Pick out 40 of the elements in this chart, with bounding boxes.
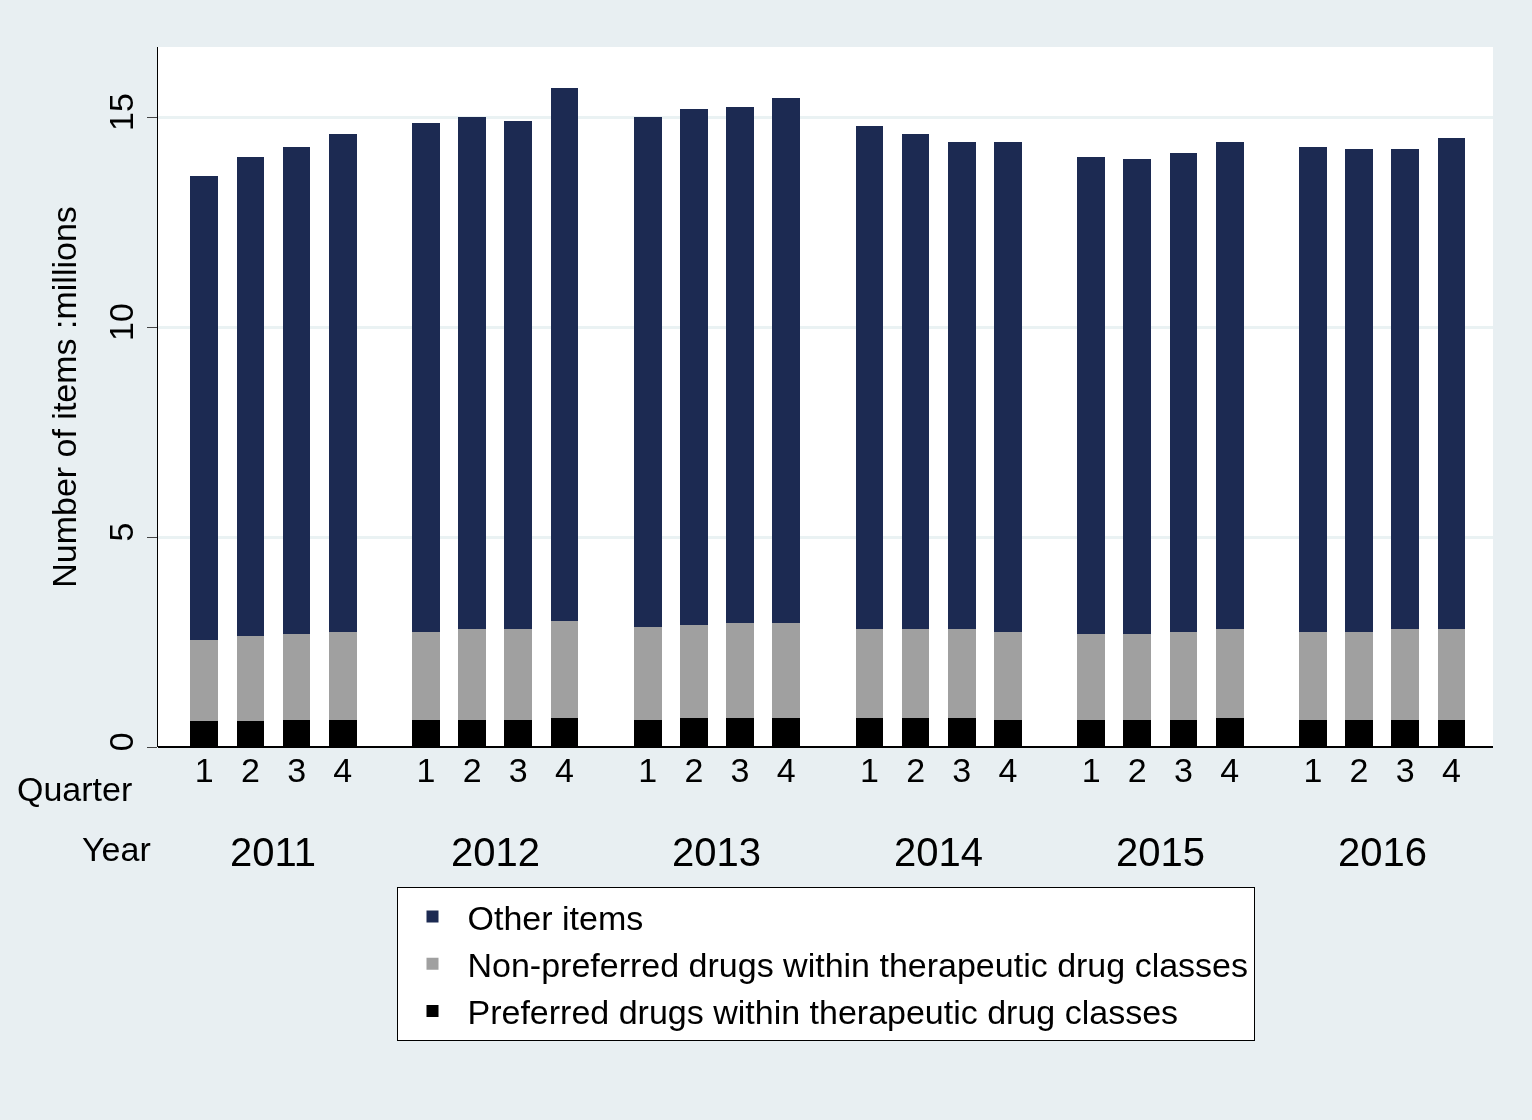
y-tick-label: 0 <box>102 732 141 752</box>
x-tick-label: 4 <box>776 751 796 789</box>
x-tick-label: 2 <box>1127 751 1147 789</box>
y-tick-label: 15 <box>102 93 141 131</box>
x-tick-label: 4 <box>1441 751 1461 789</box>
x-tick-label: 2 <box>240 751 260 789</box>
y-axis-title: Number of items :millions <box>45 206 83 588</box>
x-tick-label: 1 <box>194 751 214 789</box>
x-tick-label: 3 <box>730 751 750 789</box>
x-tick-label: 1 <box>638 751 658 789</box>
text: 2014 <box>894 830 983 874</box>
x-tick-label: 4 <box>555 751 574 789</box>
y-tick-label: 5 <box>102 522 141 542</box>
text: 2011 <box>230 830 317 874</box>
x-tick-label: 2 <box>684 751 704 789</box>
x-tick-label: 1 <box>1303 751 1323 789</box>
x-tick-label: 2 <box>906 751 926 789</box>
x-tick-label: 4 <box>998 751 1018 789</box>
text: 2013 <box>672 830 761 874</box>
x-tick-label: 2 <box>1349 751 1369 789</box>
x-tick-label: 3 <box>1174 751 1193 789</box>
text: Quarter <box>17 770 133 808</box>
text: Year <box>82 830 151 868</box>
text: 2015 <box>1116 830 1205 874</box>
x-tick-label: 3 <box>1395 751 1415 789</box>
x-tick-label: 2 <box>462 751 482 789</box>
text: 2012 <box>451 830 540 874</box>
text: 2016 <box>1338 830 1427 874</box>
x-tick-label: 1 <box>1081 751 1101 789</box>
x-tick-label: 3 <box>952 751 972 789</box>
legend-label: Other items <box>467 898 644 937</box>
x-tick-label: 4 <box>333 751 353 789</box>
x-tick-label: 1 <box>859 751 879 789</box>
legend-label: Preferred drugs within therapeutic drug classes <box>467 993 1179 1032</box>
x-tick-label: 3 <box>287 751 307 789</box>
x-tick-label: 3 <box>508 751 528 789</box>
x-tick-label: 1 <box>416 751 436 789</box>
y-tick-label: 10 <box>102 303 141 341</box>
legend-label: Non-preferred drugs within therapeutic drug classes <box>467 946 1249 985</box>
x-tick-label: 4 <box>1220 751 1240 789</box>
